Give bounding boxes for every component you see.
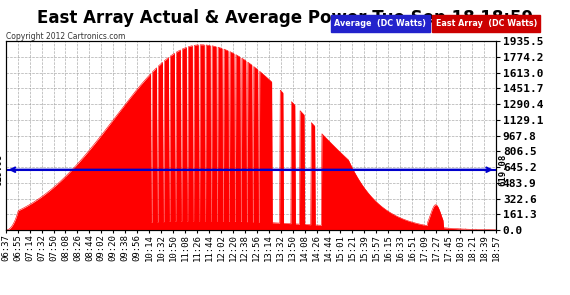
- Text: East Array  (DC Watts): East Array (DC Watts): [435, 19, 537, 28]
- Text: Copyright 2012 Cartronics.com: Copyright 2012 Cartronics.com: [6, 32, 125, 42]
- Text: East Array Actual & Average Power Tue Sep 18 18:59: East Array Actual & Average Power Tue Se…: [37, 9, 533, 27]
- Text: Average  (DC Watts): Average (DC Watts): [335, 19, 426, 28]
- Text: 619.08: 619.08: [0, 154, 3, 186]
- Text: 619.08: 619.08: [498, 154, 507, 186]
